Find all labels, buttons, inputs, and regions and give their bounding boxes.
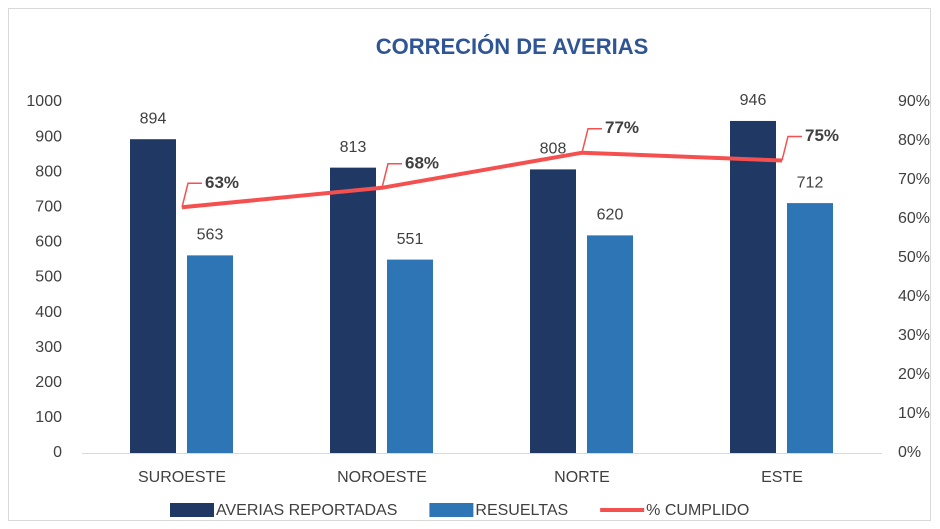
- bar: [387, 259, 433, 453]
- legend-swatch: [429, 503, 474, 517]
- data-label: 68%: [405, 153, 439, 172]
- bar: [730, 120, 776, 453]
- data-label: 813: [340, 139, 367, 156]
- bar: [330, 167, 376, 453]
- y-tick-label: 1000: [26, 93, 62, 110]
- y-tick-label: 300: [35, 339, 62, 356]
- data-label: 946: [740, 92, 767, 109]
- y-tick-label: 800: [35, 163, 62, 180]
- y2-tick-label: 70%: [898, 171, 930, 188]
- x-tick-label: NOROESTE: [337, 469, 427, 486]
- y2-tick-label: 40%: [898, 288, 930, 305]
- leader-line: [581, 127, 602, 153]
- line: [181, 150, 783, 210]
- data-label: 808: [540, 141, 567, 158]
- y2-tick-label: 0%: [898, 444, 921, 461]
- data-label: 75%: [805, 126, 839, 145]
- y2-tick-label: 80%: [898, 132, 930, 149]
- y-tick-label: 200: [35, 374, 62, 391]
- bar: [787, 203, 833, 453]
- data-label: 620: [597, 207, 624, 224]
- data-label: 712: [797, 174, 824, 191]
- y2-tick-label: 30%: [898, 327, 930, 344]
- y-tick-label: 600: [35, 234, 62, 251]
- bar: [530, 169, 576, 453]
- leader-line: [381, 163, 402, 188]
- data-label: 551: [397, 231, 424, 248]
- y2-tick-label: 90%: [898, 93, 930, 110]
- bar: [587, 235, 633, 453]
- data-label: 77%: [605, 118, 639, 137]
- x-tick-label: SUROESTE: [138, 469, 226, 486]
- y-tick-label: 400: [35, 304, 62, 321]
- legend-swatch: [170, 503, 214, 517]
- y-tick-label: 0: [53, 444, 62, 461]
- legend-label: AVERIAS REPORTADAS: [216, 502, 397, 519]
- data-label: 563: [197, 227, 224, 244]
- chart-title: CORRECIÓN DE AVERIAS: [376, 34, 649, 59]
- y2-tick-label: 50%: [898, 249, 930, 266]
- bar: [130, 139, 176, 453]
- y-tick-label: 500: [35, 269, 62, 286]
- data-label: 63%: [205, 173, 239, 192]
- data-label: 894: [140, 110, 167, 127]
- y-tick-label: 900: [35, 128, 62, 145]
- y2-tick-label: 60%: [898, 210, 930, 227]
- leader-line: [781, 135, 802, 161]
- legend-label: % CUMPLIDO: [646, 502, 749, 519]
- y-tick-label: 100: [35, 409, 62, 426]
- y2-tick-label: 20%: [898, 366, 930, 383]
- legend-label: RESUELTAS: [475, 502, 568, 519]
- y2-tick-label: 10%: [898, 405, 930, 422]
- x-tick-label: ESTE: [761, 469, 803, 486]
- y-tick-label: 700: [35, 199, 62, 216]
- bar: [187, 255, 233, 453]
- leader-line: [181, 182, 202, 208]
- x-tick-label: NORTE: [554, 469, 610, 486]
